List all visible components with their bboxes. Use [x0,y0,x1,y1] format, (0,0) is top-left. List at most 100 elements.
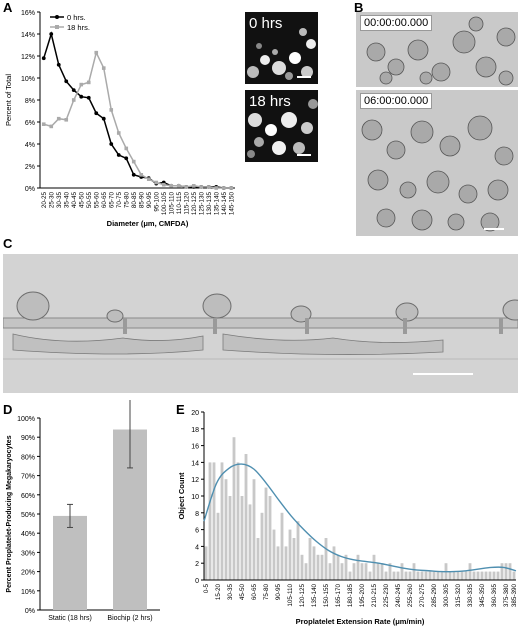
y-tick-label: 80% [21,454,35,461]
bar [420,571,424,580]
bar [448,571,452,580]
data-point [221,186,226,190]
x-tick-label: 300-305 [443,584,450,608]
bar [284,546,288,580]
bar [500,563,504,580]
y-tick-label: 20 [191,410,199,417]
x-tick-label: 375-380 [503,584,510,608]
bar [484,571,488,580]
x-tick-label: 105-110 [287,584,294,607]
x-tick-label: 360-365 [491,584,498,608]
bar [348,571,352,580]
data-point [71,98,76,102]
y-tick-label: 30% [21,550,35,557]
y-tick-label: 70% [21,474,35,481]
timelapse-frame-bottom: 06:00:00.000 [356,90,518,236]
panel-letter-a: A [3,0,13,15]
bar [372,554,376,580]
bar [496,571,500,580]
x-tick-label: 140-145 [221,192,228,216]
bar [256,538,260,580]
bar [204,546,208,580]
scale-bar [484,228,504,230]
bar [404,571,408,580]
x-tick-label: 285-290 [431,584,438,608]
y-tick-label: 4 [195,544,199,551]
bar [324,538,328,580]
timestamp-top: 00:00:00.000 [360,15,433,31]
data-point [131,159,136,164]
y-axis-label: Object Count [177,472,186,520]
x-tick-label: 75-80 [263,584,270,601]
data-point [146,177,151,181]
bar [53,515,87,610]
y-tick-label: 2 [195,561,199,568]
data-point [131,172,136,177]
y-tick-label: 10 [191,494,199,501]
data-point [79,82,84,87]
bar [476,571,480,580]
bar [240,496,244,580]
trend-line [203,463,517,573]
data-point [56,62,61,67]
data-point [229,186,234,190]
y-tick-label: 50% [21,512,35,519]
bar [268,496,272,580]
x-tick-label: 225-230 [383,584,390,608]
x-tick-label: 120-125 [191,192,198,216]
y-tick-label: 2% [25,164,35,171]
chart-a-line-chart: 0% 2% 4% 6% 8% 10% 12% 14% 16% 20-25 25-30 30-35 35-… [4,10,235,228]
bar [252,479,256,580]
y-tick-label: 8 [195,511,199,518]
scale-bar [297,154,311,156]
x-tick-label: 150-155 [323,584,330,608]
bar [388,563,392,580]
y-tick-label: 0% [25,608,35,615]
bar [300,554,304,580]
x-tick-label: 55-60 [93,192,100,209]
data-point [101,116,106,121]
bar [368,571,372,580]
chart-d-bar-chart: 0% 10% 20% 30% 40% 50% 60% 70% 80% 90% 100% Static … [6,400,160,622]
x-tick-label: 65-70 [108,192,115,209]
bar [364,563,368,580]
x-tick-label: 90-95 [275,584,282,601]
y-tick-label: 16% [21,10,35,17]
micrograph-label-0-hrs: 0 hrs [249,15,283,32]
y-tick-label: 0 [195,578,199,585]
x-axis-label: Proplatelet Extension Rate (μm/min) [296,617,425,626]
x-tick-label: 330-335 [467,584,474,608]
x-tick-label: 145-150 [228,192,235,216]
x-tick-label: 120-125 [299,584,306,608]
y-tick-label: 14% [21,32,35,39]
legend-marker [55,15,59,19]
x-tick-label: 240-245 [395,584,402,608]
data-point [161,182,166,187]
x-tick-label: 20-25 [41,192,48,209]
y-tick-label: 4% [25,142,35,149]
data-point [101,66,106,70]
data-point [71,88,76,92]
x-tick-label: 45-50 [78,192,85,209]
x-tick-label: 105-110 [168,192,175,215]
data-point [191,184,196,188]
y-tick-label: 12 [191,477,199,484]
y-tick-label: 40% [21,531,35,538]
legend-label: 18 hrs. [67,23,90,32]
bar [292,538,296,580]
bar [432,571,436,580]
data-point [49,124,54,129]
x-tick-label: 385-390 [511,584,518,608]
bar [272,529,276,580]
bar [340,563,344,580]
y-tick-label: 16 [191,444,199,451]
bar [460,571,464,580]
x-tick-label: 195-200 [359,584,366,608]
series-line [43,50,232,189]
x-axis-label: Diameter (μm, CMFDA) [107,219,189,228]
panel-letter-b: B [354,0,364,15]
bar [472,571,476,580]
bar [428,571,432,580]
data-point [124,146,129,151]
bar [356,554,360,580]
